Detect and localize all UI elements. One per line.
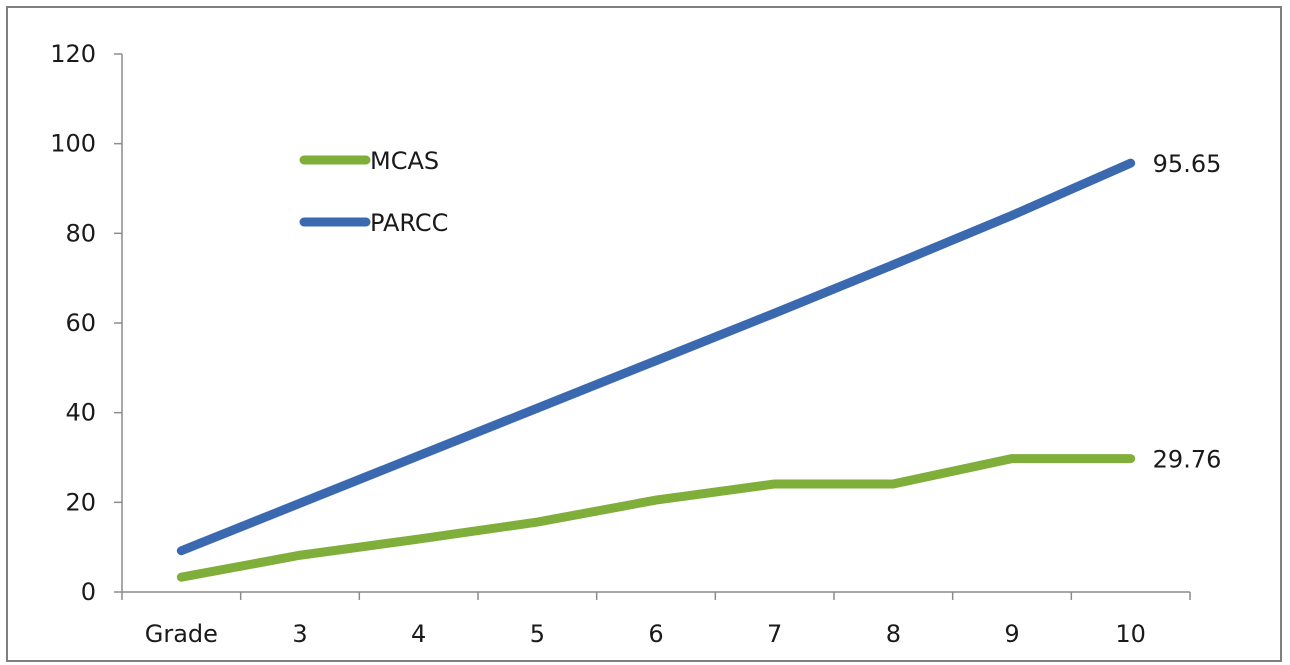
y-tick-label: 100 — [50, 130, 96, 158]
series-line-parcc — [176, 158, 1136, 556]
y-tick-label: 0 — [81, 578, 96, 606]
x-tick-label: Grade — [145, 620, 218, 648]
legend-label-parcc: PARCC — [370, 209, 448, 237]
end-data-label-parcc: 95.65 — [1153, 150, 1222, 178]
x-tick-label: 8 — [886, 620, 901, 648]
series-line-mcas — [176, 454, 1136, 582]
x-tick-label: 7 — [767, 620, 782, 648]
axes: 0 20 40 60 80 100 120 Grade 3 4 5 6 7 8 9 10 — [50, 40, 1191, 648]
y-tick-label: 80 — [65, 219, 96, 247]
x-tick-label: 4 — [411, 620, 426, 648]
x-tick-label: 10 — [1115, 620, 1146, 648]
end-data-label-mcas: 29.76 — [1153, 446, 1222, 474]
chart-frame — [6, 6, 1282, 662]
x-tick-label: 9 — [1004, 620, 1019, 648]
legend-label-mcas: MCAS — [370, 147, 439, 175]
y-tick-label: 60 — [65, 309, 96, 337]
y-tick-label: 20 — [65, 488, 96, 516]
x-tick-label: 5 — [530, 620, 545, 648]
y-tick-label: 120 — [50, 40, 96, 68]
x-tick-label: 6 — [648, 620, 663, 648]
y-tick-label: 40 — [65, 399, 96, 427]
series-layer: 29.76 95.65 — [176, 150, 1222, 582]
x-tick-label: 3 — [292, 620, 307, 648]
legend: MCAS PARCC — [299, 147, 448, 237]
